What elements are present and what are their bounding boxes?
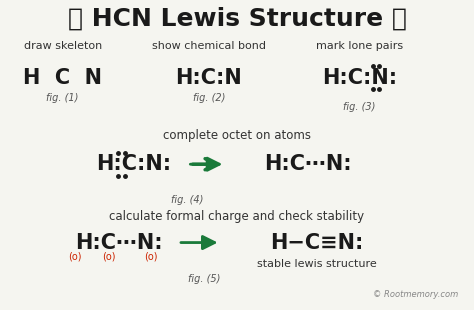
Text: show chemical bond: show chemical bond xyxy=(152,41,266,51)
Text: mark lone pairs: mark lone pairs xyxy=(316,41,403,51)
Text: complete octet on atoms: complete octet on atoms xyxy=(163,129,311,142)
Text: fig. (1): fig. (1) xyxy=(46,93,79,103)
Text: 》 HCN Lewis Structure 《: 》 HCN Lewis Structure 《 xyxy=(68,6,406,30)
Text: H:C⋯N:: H:C⋯N: xyxy=(75,232,163,253)
Text: H  C  N: H C N xyxy=(23,68,102,88)
Text: H:C:N:: H:C:N: xyxy=(96,154,171,174)
Text: fig. (5): fig. (5) xyxy=(188,274,220,285)
Text: (o): (o) xyxy=(145,252,158,262)
Text: draw skeleton: draw skeleton xyxy=(24,41,102,51)
Text: © Rootmemory.com: © Rootmemory.com xyxy=(373,290,458,299)
Text: fig. (2): fig. (2) xyxy=(192,93,225,103)
Text: (o): (o) xyxy=(68,252,81,262)
Text: fig. (4): fig. (4) xyxy=(171,195,204,205)
Text: H:C⋯N:: H:C⋯N: xyxy=(264,154,352,174)
Text: H:C:N:: H:C:N: xyxy=(322,68,397,88)
Text: (o): (o) xyxy=(102,252,116,262)
Text: fig. (3): fig. (3) xyxy=(343,102,376,113)
Text: stable lewis structure: stable lewis structure xyxy=(257,259,377,269)
Text: H−C≡N:: H−C≡N: xyxy=(271,232,364,253)
Text: H:C:N: H:C:N xyxy=(175,68,242,88)
Text: calculate formal charge and check stability: calculate formal charge and check stabil… xyxy=(109,210,365,223)
